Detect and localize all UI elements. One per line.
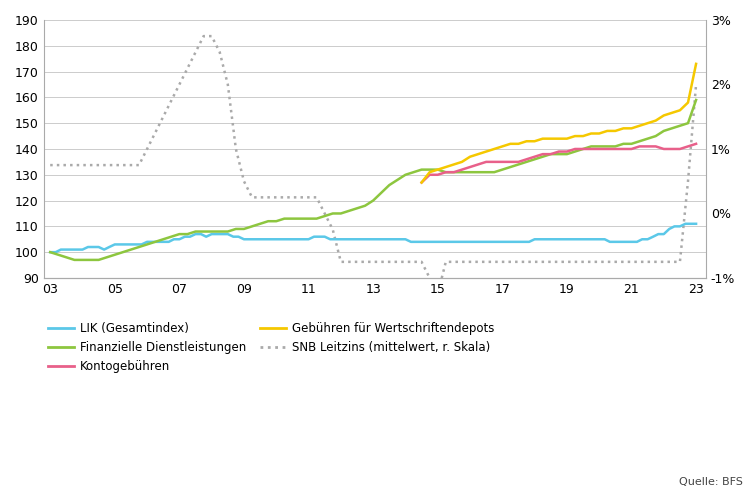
Legend: LIK (Gesamtindex), Finanzielle Dienstleistungen, Kontogebühren, Gebühren für Wer: LIK (Gesamtindex), Finanzielle Dienstlei… (43, 317, 499, 378)
Text: Quelle: BFS: Quelle: BFS (679, 477, 742, 487)
